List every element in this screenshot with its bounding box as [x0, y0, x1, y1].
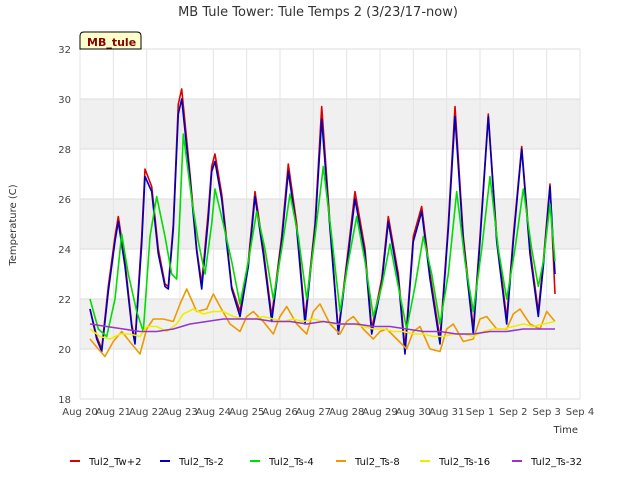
x-tick-label: Sep 4 [566, 407, 594, 418]
x-tick-label: Aug 22 [129, 407, 164, 418]
site-badge-label: MB_tule [87, 36, 136, 49]
y-tick-label: 26 [58, 195, 71, 206]
site-badge-box [79, 31, 142, 50]
legend-label: Tul2_Ts-8 [354, 457, 400, 468]
x-tick-label: Aug 20 [62, 407, 97, 418]
series-group [89, 88, 556, 358]
x-tick-label: Aug 31 [429, 407, 464, 418]
x-tick-label: Sep 1 [466, 407, 494, 418]
grid-band [80, 99, 580, 149]
y-tick-label: 28 [58, 145, 71, 156]
y-tick-label: 20 [58, 345, 71, 356]
grid-band [80, 149, 580, 199]
x-tick-label: Aug 28 [329, 407, 364, 418]
x-tick-label: Aug 24 [196, 407, 231, 418]
x-tick-label: Sep 2 [499, 407, 527, 418]
x-tick-label: Aug 21 [96, 407, 131, 418]
y-axis-ticks: 18 20 22 24 26 28 30 32 [58, 45, 71, 406]
legend-label: Tul2_Ts-4 [268, 457, 314, 468]
series-line-tul2-ts-32 [89, 318, 555, 335]
grid-lines [79, 48, 581, 400]
y-axis-title: Temperature (C) [8, 184, 19, 266]
y-tick-label: 22 [58, 295, 71, 306]
legend: Tul2_Tw+2 Tul2_Ts-2 Tul2_Ts-4 Tul2_Ts-8 Tul2… [70, 457, 582, 468]
legend-label: Tul2_Ts-2 [178, 457, 224, 468]
legend-label: Tul2_Ts-16 [438, 457, 490, 468]
legend-label: Tul2_Ts-32 [530, 457, 582, 468]
series-line-tul2-ts-4 [89, 133, 556, 338]
y-tick-label: 32 [58, 45, 71, 56]
site-badge: MB_tule [79, 31, 142, 50]
x-axis-title: Time [553, 425, 578, 436]
y-tick-label: 24 [58, 245, 71, 256]
series-line-tul2-ts-8 [89, 288, 556, 358]
legend-label: Tul2_Tw+2 [88, 457, 141, 468]
grid-band [80, 349, 580, 399]
grid-band [80, 49, 580, 99]
x-tick-label: Aug 27 [296, 407, 331, 418]
x-tick-label: Aug 30 [396, 407, 431, 418]
x-tick-label: Aug 26 [262, 407, 297, 418]
y-tick-label: 18 [58, 395, 71, 406]
series-line-tul2-ts-2 [89, 98, 556, 355]
x-tick-label: Aug 23 [162, 407, 197, 418]
x-tick-label: Sep 3 [532, 407, 560, 418]
chart-title: MB Tule Tower: Tule Temps 2 (3/23/17-now… [178, 5, 458, 20]
y-tick-label: 30 [58, 95, 71, 106]
x-tick-label: Aug 29 [362, 407, 397, 418]
x-tick-label: Aug 25 [229, 407, 264, 418]
